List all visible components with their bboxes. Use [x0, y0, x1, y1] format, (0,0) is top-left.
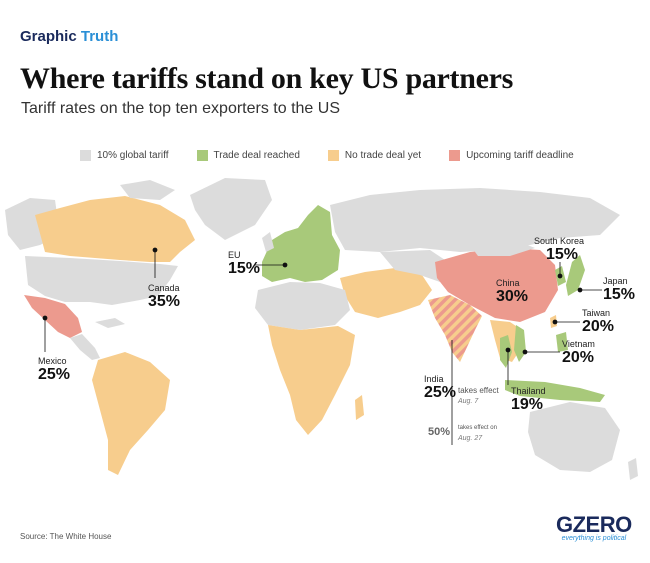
indonesia-shape	[505, 380, 605, 402]
india-note-1: takes effect Aug. 7	[458, 386, 499, 407]
canada-shape	[35, 196, 195, 262]
page-title: Where tariffs stand on key US partners	[20, 62, 514, 95]
label-mexico: Mexico 25%	[38, 356, 70, 383]
legend-label-global: 10% global tariff	[97, 150, 169, 161]
japan-shape	[566, 255, 585, 296]
logo-text: GZERO	[556, 512, 632, 537]
africa-shape	[268, 325, 355, 435]
philippines-shape	[556, 332, 568, 352]
label-vietnam: Vietnam 20%	[562, 339, 595, 366]
source-note: Source: The White House	[20, 532, 112, 541]
brand-part1: Graphic	[20, 28, 77, 45]
central-america-shape	[70, 334, 100, 360]
india-note-1-text: takes effect	[458, 386, 499, 395]
new-zealand-shape	[628, 458, 638, 480]
label-china-name: China	[496, 278, 520, 288]
middle-east-shape	[340, 268, 432, 318]
taiwan-dot	[552, 319, 558, 325]
central-asia-shape	[380, 250, 448, 282]
legend-swatch-deal	[196, 150, 208, 161]
thailand-shape	[500, 335, 512, 368]
label-south-korea: South Korea 15%	[534, 236, 584, 263]
south-america-shape	[92, 352, 170, 475]
vietnam-dot	[522, 349, 528, 355]
brand: Graphic Truth	[20, 28, 118, 45]
india-note-2: takes effect on Aug. 27	[458, 422, 497, 444]
label-vietnam-rate: 20%	[562, 349, 595, 366]
label-mexico-name: Mexico	[38, 356, 67, 366]
legend-item-global: 10% global tariff	[80, 150, 169, 161]
legend: 10% global tariff Trade deal reached No …	[80, 150, 602, 161]
label-thailand: Thailand 19%	[511, 386, 546, 413]
mexico-shape	[24, 295, 82, 338]
japan-dot	[577, 287, 583, 293]
legend-label-deal: Trade deal reached	[213, 150, 300, 161]
india-note-2-date: Aug. 27	[458, 435, 483, 442]
thailand-dot	[505, 347, 511, 353]
eu-dot	[282, 262, 288, 268]
label-taiwan-name: Taiwan	[582, 308, 611, 318]
label-japan: Japan 15%	[603, 276, 635, 303]
label-india-rate2: 50%	[428, 424, 450, 441]
label-taiwan-rate: 20%	[582, 318, 615, 335]
label-india-name: India	[424, 374, 444, 384]
label-canada-name: Canada	[148, 283, 180, 293]
label-eu-rate: 15%	[228, 260, 261, 277]
south-korea-dot	[557, 273, 563, 279]
label-japan-rate: 15%	[603, 286, 636, 303]
label-vietnam-name: Vietnam	[562, 339, 595, 349]
eu-shape	[262, 205, 340, 282]
mongolia-shape	[470, 240, 535, 256]
arctic-islands-shape	[120, 180, 175, 200]
label-south-korea-rate: 15%	[546, 246, 579, 263]
label-thailand-name: Thailand	[511, 386, 546, 396]
logo-tagline: everything is political	[561, 535, 627, 542]
mexico-dot	[42, 315, 48, 321]
legend-item-deadline: Upcoming tariff deadline	[449, 150, 574, 161]
page-subtitle: Tariff rates on the top ten exporters to…	[21, 100, 340, 117]
legend-item-nodeal: No trade deal yet	[327, 150, 422, 161]
label-thailand-rate: 19%	[511, 396, 544, 413]
uk-shape	[262, 232, 274, 252]
legend-label-deadline: Upcoming tariff deadline	[466, 150, 574, 161]
legend-item-deal: Trade deal reached	[196, 150, 300, 161]
gzero-logo: GZERO everything is political	[556, 512, 632, 542]
label-japan-name: Japan	[603, 276, 628, 286]
label-eu-name: EU	[228, 250, 241, 260]
label-china-rate: 30%	[496, 288, 529, 305]
label-taiwan: Taiwan 20%	[582, 308, 614, 335]
australia-shape	[528, 402, 620, 472]
legend-label-nodeal: No trade deal yet	[344, 150, 422, 161]
madagascar-shape	[355, 395, 364, 420]
label-india: India 25%	[424, 374, 456, 401]
vietnam-shape	[514, 325, 526, 362]
russia-shape	[330, 188, 620, 252]
label-south-korea-name: South Korea	[534, 236, 585, 246]
legend-swatch-nodeal	[327, 150, 339, 161]
india-note-1-date: Aug. 7	[458, 398, 479, 405]
usa-shape	[25, 256, 178, 305]
legend-swatch-global	[80, 150, 91, 161]
caribbean-shape	[95, 318, 125, 328]
label-india-rate2-value: 50%	[428, 426, 451, 438]
label-eu: EU 15%	[228, 250, 260, 277]
north-africa-shape	[255, 282, 350, 330]
world-map	[5, 178, 638, 480]
greenland-shape	[190, 178, 272, 240]
label-canada: Canada 35%	[148, 283, 180, 310]
label-india-rate: 25%	[424, 384, 457, 401]
china-shape	[435, 248, 558, 322]
india-note-2-text: takes effect on	[458, 425, 497, 431]
legend-swatch-deadline	[449, 150, 461, 161]
label-canada-rate: 35%	[148, 293, 181, 310]
brand-part2: Truth	[80, 28, 119, 45]
india-shape	[428, 295, 482, 362]
canada-dot	[152, 247, 158, 253]
label-mexico-rate: 25%	[38, 366, 71, 383]
label-china: China 30%	[496, 278, 528, 305]
